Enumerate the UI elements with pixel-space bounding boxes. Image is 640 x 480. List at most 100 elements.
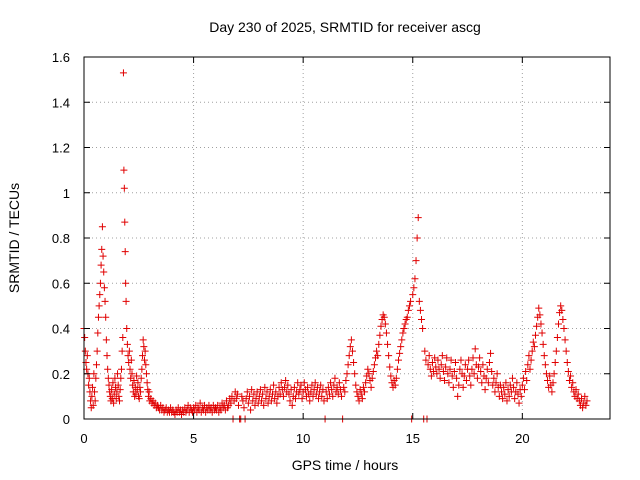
data-point: [345, 352, 353, 360]
data-point: [438, 352, 446, 360]
data-point: [286, 397, 294, 405]
data-point: [451, 358, 459, 366]
data-point: [485, 358, 493, 366]
y-tick-label: 1.2: [52, 141, 70, 156]
data-point: [126, 365, 134, 373]
data-point: [424, 361, 432, 369]
data-point: [502, 379, 510, 387]
data-point: [421, 347, 429, 355]
data-point: [122, 297, 130, 305]
data-point: [493, 370, 501, 378]
data-point: [391, 381, 399, 389]
data-point: [410, 284, 418, 292]
data-point: [544, 377, 552, 385]
data-point: [114, 370, 122, 378]
data-point: [491, 388, 499, 396]
data-point: [81, 347, 89, 355]
data-point: [245, 392, 253, 400]
data-point: [435, 365, 443, 373]
grid: [84, 57, 610, 419]
data-point: [469, 354, 477, 362]
data-point: [521, 386, 529, 394]
data-point: [138, 365, 146, 373]
y-tick-label: 0.6: [52, 276, 70, 291]
data-point: [244, 399, 252, 407]
data-point: [277, 379, 285, 387]
data-point: [92, 374, 100, 382]
data-point: [121, 218, 129, 226]
data-point: [344, 361, 352, 369]
data-point: [109, 379, 117, 387]
x-tick-label: 10: [296, 431, 310, 446]
data-point: [459, 383, 467, 391]
data-point: [439, 367, 447, 375]
data-point: [128, 370, 136, 378]
data-point: [456, 365, 464, 373]
data-point: [561, 336, 569, 344]
data-point: [140, 343, 148, 351]
data-point: [141, 347, 149, 355]
data-point: [404, 306, 412, 314]
data-point: [91, 388, 99, 396]
data-point: [100, 268, 108, 276]
data-point: [428, 358, 436, 366]
data-point: [111, 374, 119, 382]
data-point: [454, 392, 462, 400]
data-point: [347, 336, 355, 344]
data-point: [418, 315, 426, 323]
data-point: [538, 329, 546, 337]
data-point: [247, 406, 255, 414]
data-point: [563, 358, 571, 366]
data-point: [137, 388, 145, 396]
data-point: [352, 381, 360, 389]
data-point: [284, 381, 292, 389]
data-point: [373, 347, 381, 355]
data-point: [539, 340, 547, 348]
data-point: [528, 347, 536, 355]
data-point: [581, 392, 589, 400]
data-point: [120, 166, 128, 174]
data-point: [105, 381, 113, 389]
data-point: [142, 361, 150, 369]
data-point: [145, 388, 153, 396]
data-point: [568, 383, 576, 391]
data-point: [407, 297, 415, 305]
data-point: [93, 347, 101, 355]
data-point: [235, 401, 243, 409]
data-point: [487, 349, 495, 357]
data-point: [381, 320, 389, 328]
data-point: [136, 383, 144, 391]
data-point: [505, 392, 513, 400]
data-point: [535, 304, 543, 312]
data-point: [317, 381, 325, 389]
data-point: [444, 370, 452, 378]
data-point: [124, 352, 132, 360]
data-point: [413, 234, 421, 242]
data-point: [396, 349, 404, 357]
data-point: [557, 302, 565, 310]
data-point: [351, 370, 359, 378]
data-point: [331, 374, 339, 382]
data-point: [416, 306, 424, 314]
data-point: [119, 334, 127, 342]
data-point: [98, 245, 106, 253]
data-point: [248, 386, 256, 394]
data-point: [139, 336, 147, 344]
data-point: [501, 390, 509, 398]
data-point: [569, 379, 577, 387]
data-point: [567, 372, 575, 380]
data-point: [304, 383, 312, 391]
data-point: [398, 336, 406, 344]
data-point: [536, 311, 544, 319]
data-point: [108, 386, 116, 394]
data-point: [492, 379, 500, 387]
data-point: [117, 365, 125, 373]
data-point: [400, 325, 408, 332]
data-point: [450, 367, 458, 375]
x-tick-labels: 0 5 10 15 20: [80, 431, 529, 446]
data-point: [272, 388, 280, 396]
data-point: [477, 367, 485, 375]
data-point: [467, 381, 475, 389]
data-point: [114, 381, 122, 389]
